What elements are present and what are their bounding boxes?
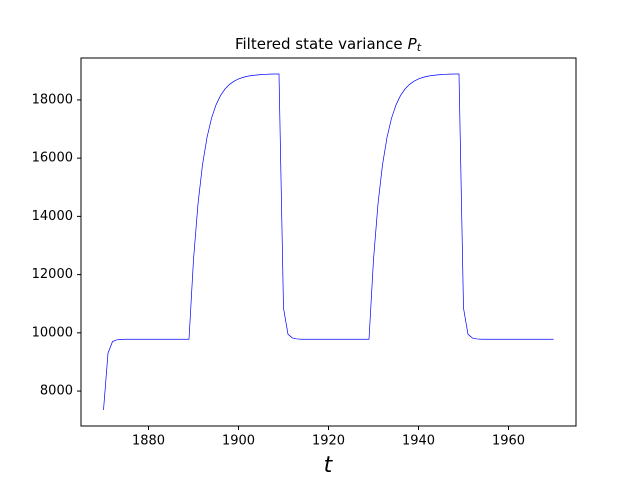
y-tick-label: 16000 — [32, 151, 73, 166]
title-text: Filtered state variance — [235, 35, 403, 53]
x-axis-label: t — [324, 453, 334, 478]
y-tick-label: 18000 — [32, 92, 73, 107]
y-tick-label: 8000 — [40, 384, 73, 399]
title-symbol: P — [408, 35, 418, 53]
y-tick-label: 12000 — [32, 267, 73, 282]
x-tick-label: 1900 — [222, 434, 255, 449]
data-line — [103, 73, 554, 411]
chart-title: Filtered state variance Pt — [235, 35, 422, 55]
plot-frame — [80, 57, 577, 427]
x-tick-label: 1960 — [492, 434, 525, 449]
x-tick-label: 1920 — [312, 434, 345, 449]
y-tick-label: 10000 — [32, 325, 73, 340]
x-tick-label: 1940 — [402, 434, 435, 449]
y-tick-label: 14000 — [32, 209, 73, 224]
title-subscript: t — [417, 41, 422, 54]
x-tick-label: 1880 — [132, 434, 165, 449]
